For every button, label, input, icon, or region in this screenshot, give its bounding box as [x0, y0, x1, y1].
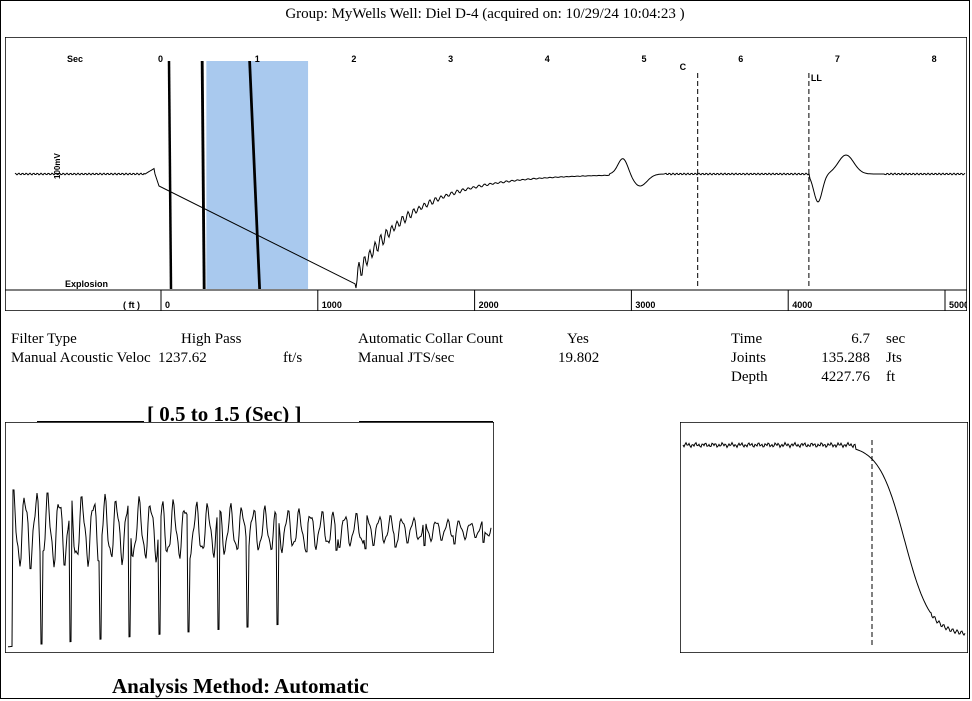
ft-tick-label: 5000 [949, 300, 967, 310]
ft-tick-label: 0 [165, 300, 170, 310]
depth-label: Depth [731, 369, 768, 385]
sec-tick-label: 6 [738, 54, 743, 64]
ft-tick-label: 4000 [792, 300, 812, 310]
sec-tick-label: 8 [932, 54, 937, 64]
analysis-method: Analysis Method: Automatic [112, 674, 369, 698]
auto-collar-value: Yes [567, 331, 589, 347]
marker-ll-label: LL [811, 73, 822, 83]
filter-type-value: High Pass [181, 331, 242, 347]
joints-unit: Jts [886, 350, 902, 366]
sec-tick-label: 2 [351, 54, 356, 64]
filter-type-label: Filter Type [11, 331, 77, 347]
time-label: Time [731, 331, 763, 347]
time-value: 6.7 [851, 331, 870, 347]
sec-tick-label: 5 [642, 54, 647, 64]
sec-tick-label: 3 [448, 54, 453, 64]
sec-tick-label: 0 [158, 54, 163, 64]
acoustic-waveform [14, 154, 966, 289]
sec-tick-label: 1 [255, 54, 260, 64]
collar-zoom-chart[interactable] [5, 422, 494, 653]
footer-rule-left [58, 698, 110, 699]
time-unit: sec [886, 331, 906, 347]
liquid-level-waveform [682, 441, 966, 637]
manual-jts-label: Manual JTS/sec [358, 350, 455, 366]
amplitude-scale-label: 100mV [53, 153, 62, 179]
ft-axis-label: ( ft ) [123, 300, 140, 310]
sec-tick-label: 7 [835, 54, 840, 64]
blast-spike [202, 60, 206, 290]
manual-velocity-value: 1237.62 [158, 350, 207, 366]
manual-velocity-unit: ft/s [283, 350, 303, 366]
liquid-level-zoom-chart[interactable] [680, 422, 968, 653]
collar-waveform [7, 489, 492, 648]
footer-rule-right [455, 698, 572, 699]
acoustic-trace-chart[interactable]: Sec 0 1 2 3 4 5 6 7 8 100mV Explosion ( ft ) 0 10… [5, 37, 967, 311]
manual-jts-value: 19.802 [558, 350, 600, 366]
joints-label: Joints [731, 350, 767, 366]
blast-spike [167, 60, 173, 290]
page-title: Group: MyWells Well: Diel D-4 (acquired … [285, 6, 685, 22]
sec-tick-label: 4 [545, 54, 550, 64]
ft-tick-label: 2000 [479, 300, 499, 310]
joints-value: 135.288 [821, 350, 870, 366]
explosion-label: Explosion [65, 279, 108, 289]
depth-unit: ft [886, 369, 896, 385]
sec-axis-label: Sec [67, 54, 83, 64]
marker-c-label: C [680, 62, 687, 72]
depth-value: 4227.76 [821, 369, 870, 385]
ft-tick-label: 3000 [635, 300, 655, 310]
blast-spike [200, 60, 206, 290]
auto-collar-label: Automatic Collar Count [358, 331, 503, 347]
manual-velocity-label: Manual Acoustic Veloc [11, 350, 151, 366]
blast-spike [249, 60, 261, 290]
ft-tick-label: 1000 [322, 300, 342, 310]
